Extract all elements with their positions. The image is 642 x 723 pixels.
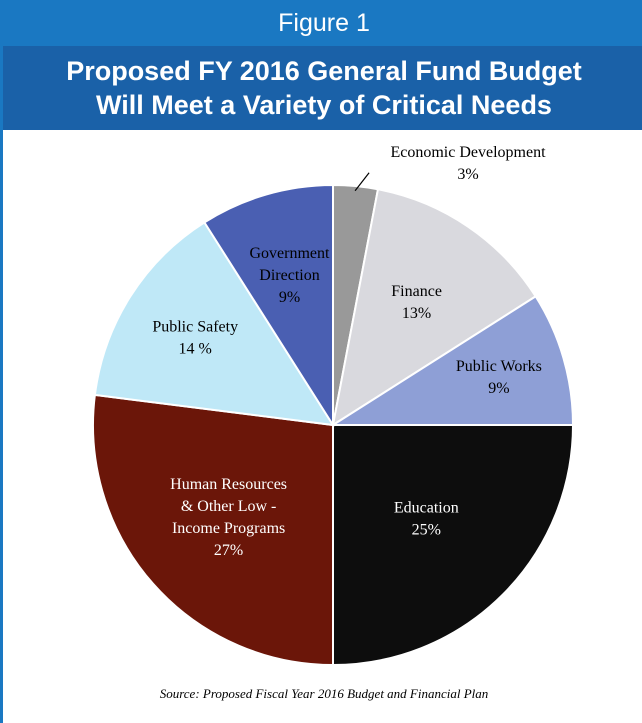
pie-slice bbox=[329, 295, 575, 426]
slice-value-label: 27% bbox=[214, 542, 243, 559]
figure-label: Figure 1 bbox=[3, 0, 642, 46]
slice-name-label: Human Resources bbox=[170, 476, 287, 493]
slice-name-label: Public Works bbox=[456, 358, 542, 375]
slice-name-label: Economic Development bbox=[390, 144, 546, 161]
slice-name-label: & Other Low - bbox=[181, 498, 277, 515]
slice-name-label: Income Programs bbox=[172, 520, 285, 537]
chart-title: Proposed FY 2016 General Fund Budget Wil… bbox=[3, 46, 642, 130]
pie-slice bbox=[332, 424, 575, 667]
pie-slice bbox=[203, 183, 334, 429]
slice-label: Economic Development 3% bbox=[390, 144, 546, 183]
chart-title-line-2: Will Meet a Variety of Critical Needs bbox=[96, 90, 552, 120]
slice-name-label: Public Safety bbox=[152, 319, 238, 336]
pie-chart: Economic Development 3% Finance 13% Public W… bbox=[92, 144, 575, 667]
slice-name-label: Direction bbox=[259, 267, 319, 284]
slice-value-label: 13% bbox=[402, 305, 431, 322]
pie-slice bbox=[331, 188, 538, 428]
pie-labels: Economic Development 3% Finance 13% Public W… bbox=[152, 144, 546, 559]
slice-label: Finance 13% bbox=[391, 283, 442, 322]
leader-line bbox=[354, 172, 370, 192]
slice-value-label: 14 % bbox=[179, 341, 212, 358]
slice-label: Human Resources & Other Low - Income Progr… bbox=[170, 476, 287, 559]
slice-label: Public Safety 14 % bbox=[152, 319, 238, 358]
slice-label: Education 25% bbox=[394, 499, 459, 538]
slice-label: Government Direction 9% bbox=[250, 245, 331, 306]
slice-value-label: 9% bbox=[279, 289, 300, 306]
slice-value-label: 3% bbox=[457, 166, 478, 183]
slice-label: Public Works 9% bbox=[456, 358, 542, 397]
slice-name-label: Education bbox=[394, 499, 459, 516]
slice-value-label: 25% bbox=[412, 521, 441, 538]
slice-name-label: Finance bbox=[391, 283, 442, 300]
pie-slice bbox=[92, 393, 334, 667]
chart-title-line-1: Proposed FY 2016 General Fund Budget bbox=[66, 56, 582, 86]
slice-name-label: Government bbox=[250, 245, 331, 262]
pie-slice bbox=[93, 220, 335, 427]
pie-slices bbox=[92, 183, 575, 667]
source-note: Source: Proposed Fiscal Year 2016 Budget… bbox=[159, 686, 489, 701]
slice-value-label: 9% bbox=[488, 380, 509, 397]
